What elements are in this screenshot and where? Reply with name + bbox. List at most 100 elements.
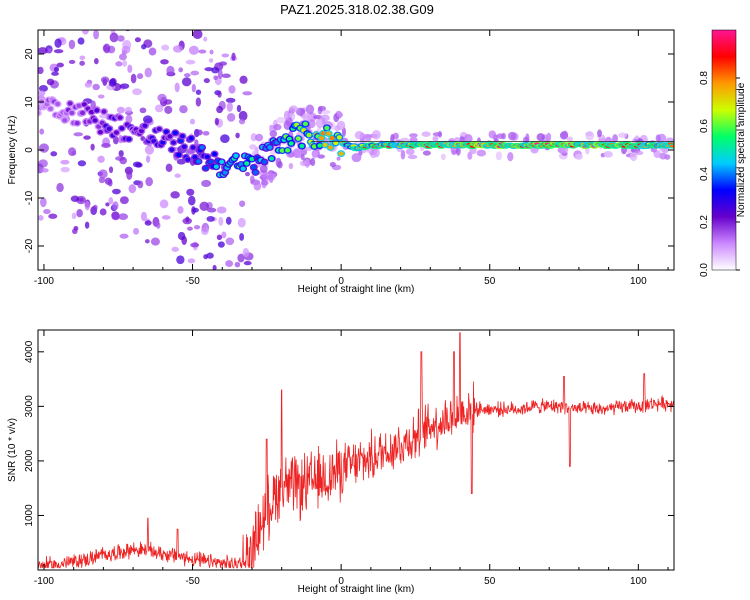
spectrogram-noise-blob — [276, 116, 286, 124]
spectrogram-ridge-core — [188, 136, 194, 141]
spectrogram-noise-blob — [93, 57, 99, 65]
spectrogram-ridge-core — [244, 161, 250, 166]
spectrogram-ridge-core — [322, 142, 328, 148]
spectrogram-noise-blob — [68, 39, 76, 50]
spectrogram-noise-blob — [38, 47, 48, 55]
spectrogram-noise-blob — [200, 226, 209, 236]
spectrogram-x-tick-label: -50 — [185, 276, 200, 287]
spectrogram-noise-blob — [218, 216, 224, 226]
spectrogram-ridge-core — [222, 170, 228, 175]
spectrogram-noise-blob — [164, 105, 173, 114]
spectrogram-ridge-core — [163, 129, 169, 134]
spectrogram-ridge-core — [320, 131, 326, 136]
spectrogram-ridge-core — [179, 133, 185, 139]
spectrogram-noise-blob — [221, 231, 227, 239]
spectrogram-noise-blob — [206, 215, 215, 222]
spectrogram-noise-blob — [260, 179, 269, 186]
spectrogram-ridge-core — [327, 145, 333, 150]
spectrogram-noise-blob — [101, 142, 111, 148]
spectrogram-noise-blob — [161, 215, 171, 220]
spectrogram-noise-blob — [112, 188, 121, 195]
spectrogram-ridge-core — [113, 130, 119, 135]
spectrogram-noise-blob — [239, 232, 245, 241]
spectrogram-noise-blob — [126, 170, 133, 180]
spectrogram-noise-blob — [76, 208, 83, 218]
spectrogram-noise-blob — [178, 67, 184, 73]
spectrogram-noise-blob — [209, 49, 214, 55]
spectrogram-noise-blob — [84, 81, 92, 88]
spectrogram-noise-blob — [121, 45, 131, 54]
spectrogram-ridge-core — [119, 126, 125, 131]
spectrogram-noise-blob — [329, 161, 336, 168]
spectrogram-noise-blob — [53, 49, 64, 54]
spectrogram-ridge-core — [295, 136, 301, 141]
spectrogram-noise-blob — [467, 151, 473, 160]
spectrogram-ridge-core — [195, 159, 201, 164]
spectrogram-noise-blob — [132, 88, 142, 96]
spectrogram-noise-blob — [73, 6, 82, 10]
spectrogram-ridge-core — [47, 106, 53, 111]
spectrogram-noise-blob — [336, 156, 341, 161]
spectrogram-noise-blob — [90, 100, 96, 110]
spectrogram-noise-blob — [161, 44, 170, 51]
spectrogram-noise-blob — [71, 18, 79, 26]
spectrogram-noise-blob — [47, 8, 56, 14]
spectrogram-ridge-core — [329, 136, 335, 141]
spectrogram-ridge-core — [285, 148, 291, 153]
spectrogram-noise-blob — [40, 168, 49, 173]
spectrogram-ridge-core — [106, 126, 112, 131]
spectrogram-ridge-core — [338, 151, 344, 156]
spectrogram-noise-blob — [128, 184, 137, 194]
spectrogram-noise-blob — [150, 237, 160, 246]
colorbar-tick-label: 0.8 — [699, 71, 710, 85]
spectrogram-ridge-core — [181, 144, 187, 149]
spectrogram-noise-blob — [38, 90, 46, 96]
spectrogram-noise-blob — [293, 148, 303, 159]
spectrogram-noise-blob — [440, 153, 446, 161]
spectrogram-noise-blob — [92, 83, 100, 91]
spectrogram-noise-blob — [69, 4, 77, 14]
spectrogram-noise-blob — [603, 150, 613, 158]
spectrogram-noise-blob — [79, 60, 85, 66]
spectrogram-noise-blob — [242, 91, 253, 96]
spectrogram-noise-blob — [302, 112, 312, 122]
spectrogram-ridge-core — [288, 141, 294, 146]
spectrogram-ridge-core — [204, 154, 210, 159]
spectrogram-y-axis-label: Frequency (Hz) — [7, 116, 18, 185]
spectrogram-noise-blob — [54, 38, 62, 48]
spectrogram-noise-blob — [304, 158, 310, 168]
spectrogram-ridge-core — [333, 140, 339, 146]
spectrogram-noise-blob — [48, 213, 58, 219]
spectrogram-noise-blob — [119, 196, 129, 205]
spectrogram-noise-blob — [181, 77, 192, 87]
spectrogram-noise-blob — [166, 65, 175, 76]
spectrogram-noise-blob — [136, 73, 144, 80]
spectrogram-ridge-core — [156, 126, 162, 132]
spectrogram-noise-blob — [97, 94, 105, 99]
colorbar-label: Normalized spectral amplitude — [736, 82, 747, 217]
spectrogram-noise-blob — [245, 171, 251, 177]
spectrogram-ridge-core — [233, 153, 239, 158]
spectrogram-noise-blob — [140, 211, 147, 222]
spectrogram-noise-blob — [38, 84, 48, 92]
spectrogram-noise-blob — [269, 130, 278, 138]
spectrogram-noise-blob — [288, 162, 294, 170]
spectrogram-noise-blob — [93, 30, 100, 40]
spectrogram-noise-blob — [83, 135, 91, 140]
spectrogram-noise-blob — [244, 273, 250, 277]
spectrogram-noise-blob — [176, 158, 186, 165]
colorbar-tick-label: 0.4 — [699, 167, 710, 181]
spectrogram-noise-blob — [226, 102, 233, 112]
spectrogram-noise-blob — [60, 166, 70, 173]
spectrogram-noise-blob — [119, 233, 129, 239]
spectrogram-noise-blob — [217, 241, 225, 248]
spectrogram-noise-blob — [38, 66, 44, 75]
spectrogram-noise-blob — [249, 144, 257, 150]
spectrogram-ridge-core — [62, 118, 68, 123]
spectrogram-ridge-core — [302, 121, 308, 127]
spectrogram-noise-blob — [225, 237, 235, 246]
snr-y-tick-label: 2000 — [24, 449, 35, 472]
spectrogram-noise-blob — [659, 152, 667, 160]
spectrogram-noise-blob — [653, 150, 661, 159]
